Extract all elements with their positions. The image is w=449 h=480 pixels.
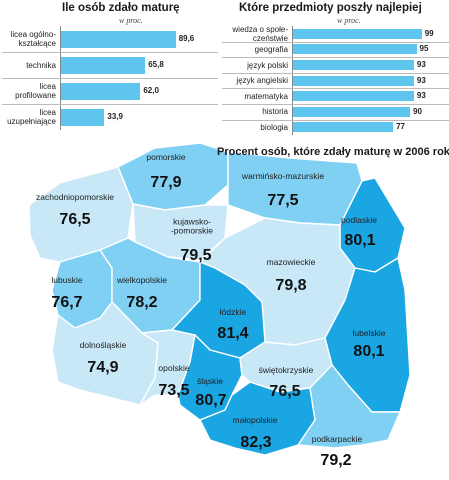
region-name-label: śląskie	[197, 376, 223, 386]
left-chart-bar	[61, 82, 141, 100]
right-chart-category-label: język polski	[247, 60, 288, 70]
right-chart-row-separator	[222, 57, 449, 59]
left-chart-row-separator	[2, 78, 218, 79]
region-value-label: 81,4	[217, 325, 248, 342]
right-chart-row-separator	[222, 88, 449, 90]
left-chart-unit: w proc.	[119, 16, 143, 25]
region-value-label: 77,5	[267, 192, 298, 209]
map-title: Procent osób, które zdały maturę w 2006 …	[217, 146, 449, 158]
region-value-label: 82,3	[240, 434, 271, 451]
region-name-label: świętokrzyskie	[259, 365, 314, 375]
right-chart-value-label: 93	[416, 91, 426, 101]
region-name-label: wielkopolskie	[116, 275, 167, 285]
right-chart-row-separator	[222, 119, 449, 121]
left-chart-row-separator	[2, 52, 218, 53]
left-chart-bar	[61, 30, 176, 48]
region-value-label: 80,1	[353, 343, 384, 360]
right-chart-title: Które przedmioty poszły najlepiej	[239, 2, 422, 14]
right-chart-row-separator	[222, 41, 449, 43]
region-name-label: dolnośląskie	[80, 340, 127, 350]
right-chart-axis	[292, 26, 293, 136]
left-chart-bar	[61, 108, 105, 126]
region-value-label: 80,7	[195, 392, 226, 409]
region-name-label: małopolskie	[233, 415, 278, 425]
right-chart-value-label: 77	[396, 122, 405, 132]
right-chart-row-separator	[222, 72, 449, 74]
left-chart-category-label: licea ogólno- kształcące	[10, 30, 56, 48]
right-chart-row-separator	[222, 104, 449, 105]
region-name-label: warmińsko-mazurskie	[241, 171, 324, 181]
region-value-label: 73,5	[158, 382, 189, 399]
region-opolskie	[139, 329, 196, 406]
region-name-label: zachodniopomorskie	[36, 192, 114, 202]
right-chart-bar	[293, 44, 417, 55]
region-podkarpackie	[297, 364, 401, 449]
region-name-label: -pomorskie	[171, 226, 213, 236]
region-małopolskie	[199, 381, 316, 456]
region-name-label: mazowieckie	[267, 257, 316, 267]
left-chart-value-label: 33,9	[107, 112, 123, 121]
right-chart-bar	[293, 91, 414, 102]
region-name-label: łódzkie	[220, 307, 247, 317]
region-name-label: pomorskie	[146, 152, 185, 162]
right-chart-category-label: geografia	[254, 44, 288, 54]
right-chart-value-label: 93	[416, 60, 426, 69]
left-chart-bar	[61, 56, 146, 74]
region-value-label: 74,9	[87, 359, 118, 376]
region-name-label: podlaskie	[341, 215, 377, 225]
left-chart-category-label: licea profilowane	[15, 82, 56, 100]
left-bar-chart: licea ogólno- kształcące 89,6 technika 65,8…	[0, 0, 218, 130]
left-chart-value-label: 89,6	[178, 34, 195, 43]
region-value-label: 79,8	[275, 277, 306, 294]
region-value-label: 76,5	[269, 383, 300, 400]
right-chart-bar	[293, 122, 394, 133]
right-chart-bar	[293, 60, 414, 70]
right-chart-bar	[293, 106, 410, 117]
left-chart-row-separator	[2, 104, 218, 105]
left-chart-value-label: 65,8	[148, 60, 164, 69]
right-chart-category-label: wiedza o społe- czeństwie	[232, 24, 288, 43]
region-value-label: 79,2	[320, 452, 351, 469]
right-chart-bar	[293, 28, 422, 39]
region-name-label: podkarpackie	[312, 434, 363, 444]
right-chart-bar	[293, 75, 414, 86]
right-bar-chart: wiedza o społe- czeństwie 99 geografia 95 ję…	[0, 0, 449, 136]
right-chart-category-label: matematyka	[244, 91, 288, 101]
right-chart-value-label: 90	[413, 106, 422, 116]
region-name-label: kujawsko-	[173, 217, 211, 227]
region-value-label: 78,2	[126, 294, 157, 311]
right-chart-category-label: biologia	[260, 122, 288, 132]
right-chart-value-label: 93	[416, 75, 426, 85]
region-value-label: 77,9	[150, 174, 181, 191]
left-chart-category-label: licea uzupełniające	[7, 108, 56, 126]
left-chart-value-label: 62,0	[143, 86, 159, 95]
region-name-label: lubelskie	[352, 328, 385, 338]
left-chart-category-label: technika	[26, 60, 56, 70]
right-chart-unit: w proc.	[337, 16, 361, 25]
region-value-label: 76,5	[59, 211, 90, 228]
left-chart-title: Ile osób zdało maturę	[62, 2, 180, 14]
region-value-label: 76,7	[51, 294, 82, 311]
right-chart-category-label: historia	[262, 107, 288, 117]
right-chart-value-label: 95	[419, 44, 429, 54]
region-name-label: lubuskie	[51, 275, 82, 285]
region-value-label: 79,5	[180, 247, 211, 264]
region-name-label: opolskie	[158, 363, 189, 373]
region-value-label: 80,1	[344, 232, 375, 249]
right-chart-value-label: 99	[424, 28, 434, 38]
right-chart-category-label: język angielski	[236, 76, 288, 86]
